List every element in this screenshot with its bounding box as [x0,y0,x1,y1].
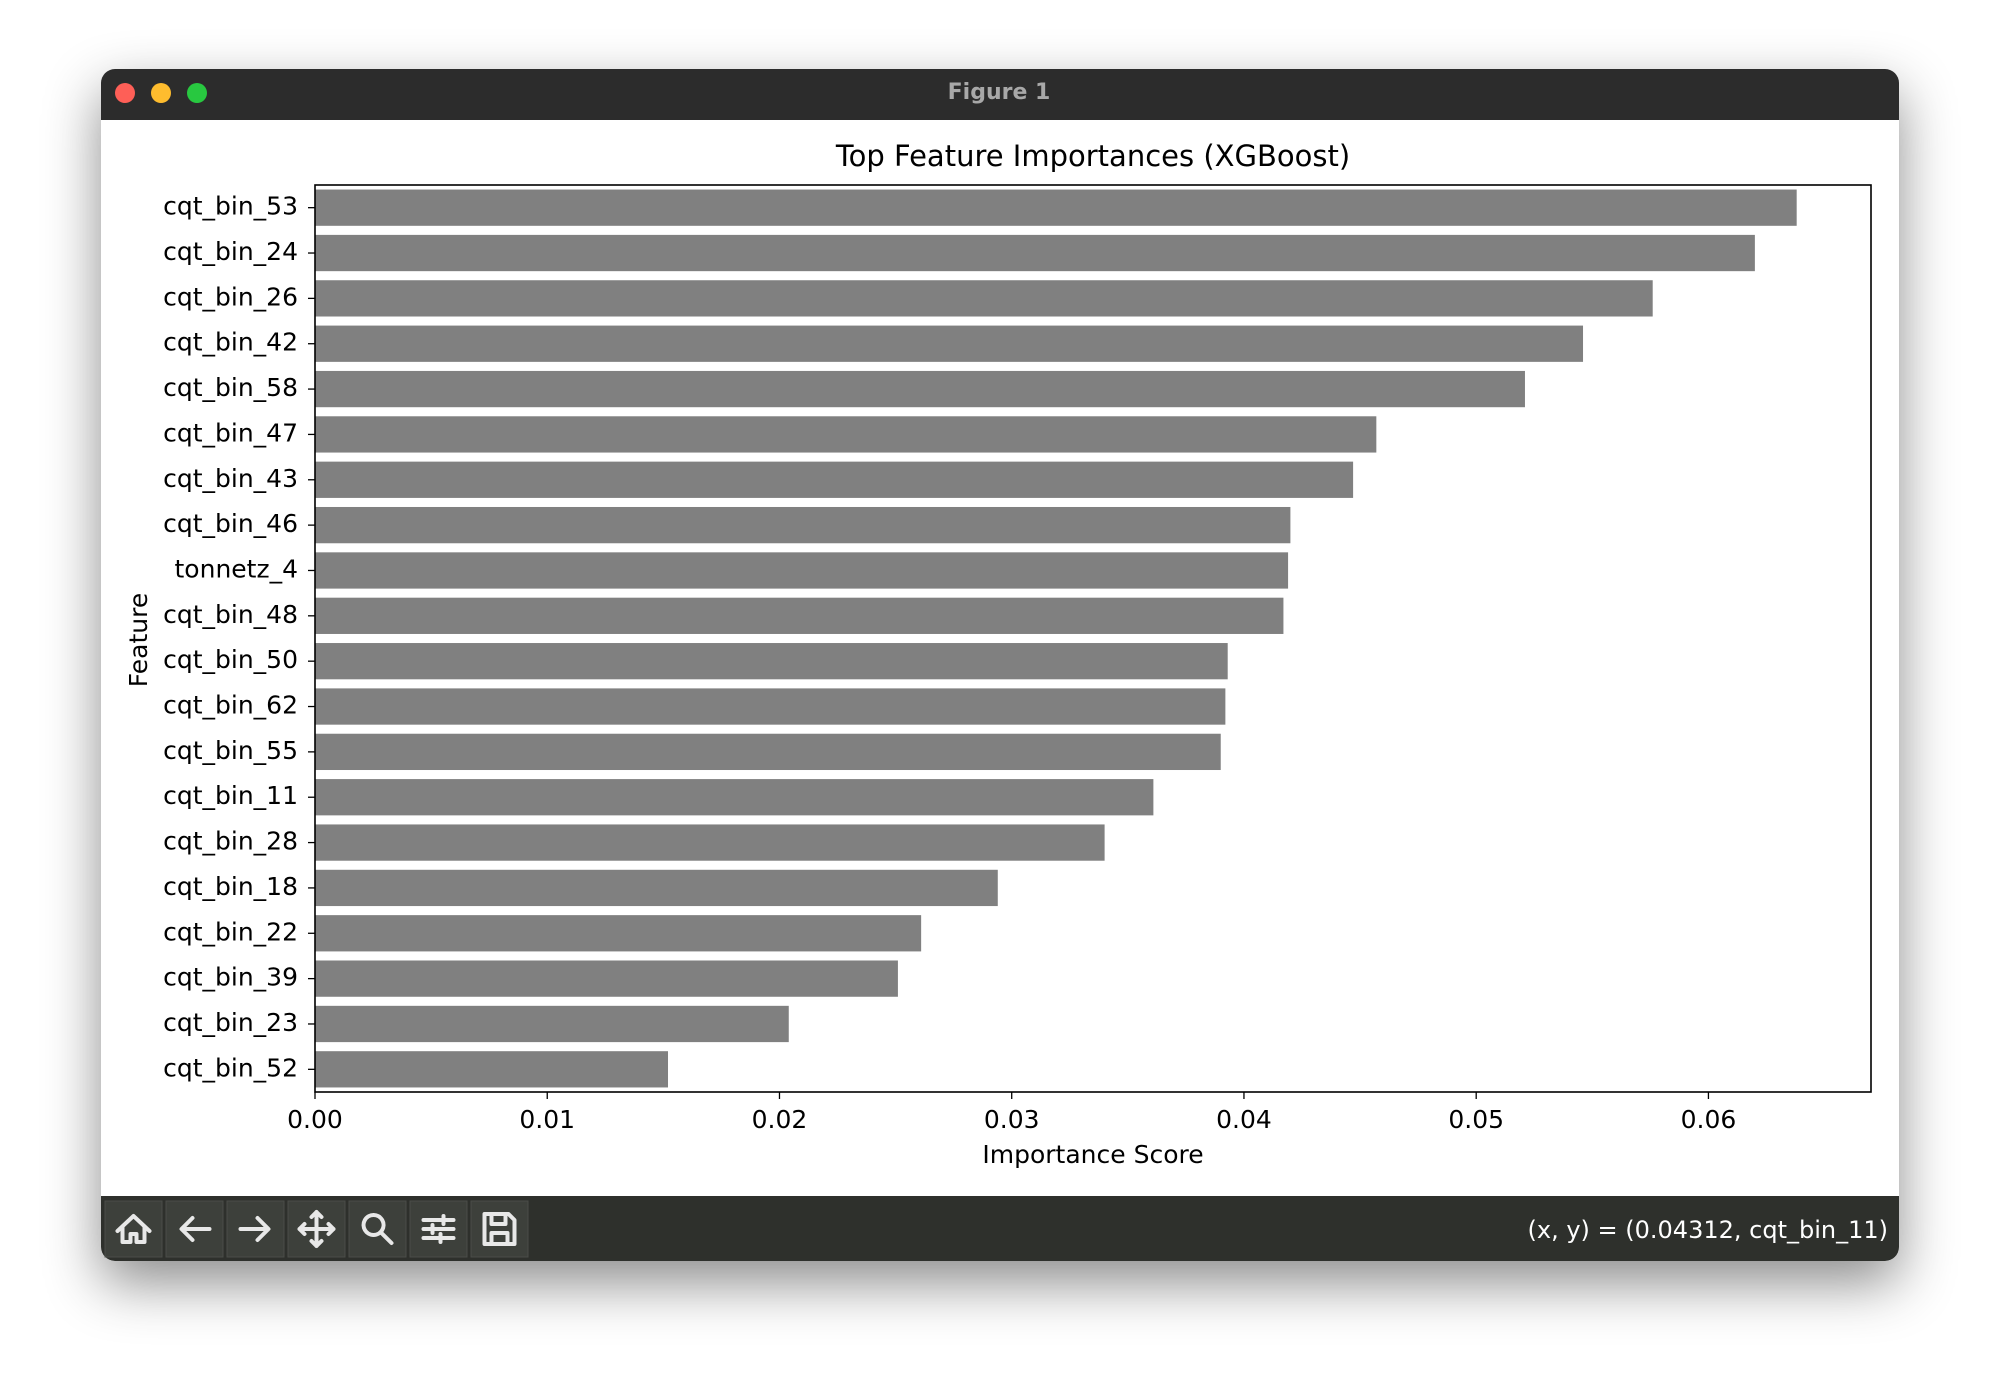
y-tick-label: cqt_bin_62 [163,691,298,720]
zoom-button[interactable] [187,83,207,103]
y-tick-label: cqt_bin_46 [163,509,298,538]
plot-frame [314,184,1872,1093]
close-button[interactable] [115,83,135,103]
title-bar [101,69,1899,120]
y-tick-label: tonnetz_4 [175,554,299,583]
x-tick-label: 0.00 [287,1105,343,1134]
bar [315,506,1291,544]
toolbar [101,1196,1899,1261]
x-tick-label: 0.04 [1216,1105,1272,1134]
bar [315,597,1284,634]
bar [315,552,1289,589]
toolbar-buttons [104,1200,529,1258]
y-tick-label: cqt_bin_55 [163,736,298,765]
bar [315,779,1154,816]
save-button[interactable] [470,1200,529,1258]
y-tick-label: cqt_bin_24 [163,237,298,266]
button-icon [238,1216,271,1242]
bar [315,733,1221,771]
x-axis-label: Importance Score [982,1140,1203,1169]
button-icon [482,1212,517,1246]
y-tick-label: cqt_bin_47 [163,418,298,447]
bar [315,869,998,907]
bar [315,688,1226,725]
y-tick-label: cqt_bin_42 [163,328,298,357]
configure-button[interactable] [409,1200,468,1258]
button-icon [115,1214,152,1244]
home-button[interactable] [104,1200,163,1258]
back-button[interactable] [165,1200,224,1258]
button-face [104,1200,163,1258]
y-tick-label: cqt_bin_58 [163,373,298,402]
bar [315,280,1653,317]
x-tick-label: 0.05 [1448,1105,1504,1134]
bar [315,461,1354,498]
bar [315,234,1755,272]
y-tick-label: cqt_bin_11 [163,781,298,810]
status-text: (x, y) = (0.04312, cqt_bin_11) [1528,1216,1888,1244]
button-icon [179,1216,212,1242]
button-icon [297,1210,336,1248]
bar [315,416,1377,453]
button-icon [361,1213,394,1245]
bar [315,370,1525,408]
y-tick-label: cqt_bin_50 [163,645,298,674]
bar [315,915,922,952]
x-tick-label: 0.03 [984,1105,1040,1134]
y-tick-label: cqt_bin_53 [163,192,298,221]
bar [315,1005,789,1043]
y-tick-label: cqt_bin_43 [163,464,298,493]
y-axis-label: Feature [124,593,153,687]
chart-title: Top Feature Importances (XGBoost) [835,139,1350,173]
minimize-button[interactable] [151,83,171,103]
bar [315,189,1797,226]
bar [315,824,1105,861]
y-tick-label: cqt_bin_18 [163,872,298,901]
bar [315,643,1228,680]
y-tick-label: cqt_bin_28 [163,827,298,856]
x-tick-label: 0.01 [519,1105,575,1134]
y-tick-label: cqt_bin_23 [163,1008,298,1037]
y-tick-label: cqt_bin_26 [163,282,298,311]
y-tick-label: cqt_bin_22 [163,917,298,946]
forward-button[interactable] [226,1200,285,1258]
zoom-tool-button[interactable] [348,1200,407,1258]
y-tick-label: cqt_bin_52 [163,1053,298,1082]
button-face [470,1200,529,1258]
bar [315,1051,669,1088]
y-tick-label: cqt_bin_48 [163,600,298,629]
window-title: Figure 1 [948,80,1051,105]
x-tick-label: 0.06 [1681,1105,1737,1134]
x-tick-label: 0.02 [752,1105,808,1134]
button-face [348,1200,407,1258]
chart: Top Feature Importances (XGBoost) Import… [124,139,1872,1169]
bar [315,960,898,997]
bar [315,325,1584,362]
y-tick-label: cqt_bin_39 [163,963,298,992]
pan-button[interactable] [287,1200,346,1258]
button-icon [421,1214,456,1244]
